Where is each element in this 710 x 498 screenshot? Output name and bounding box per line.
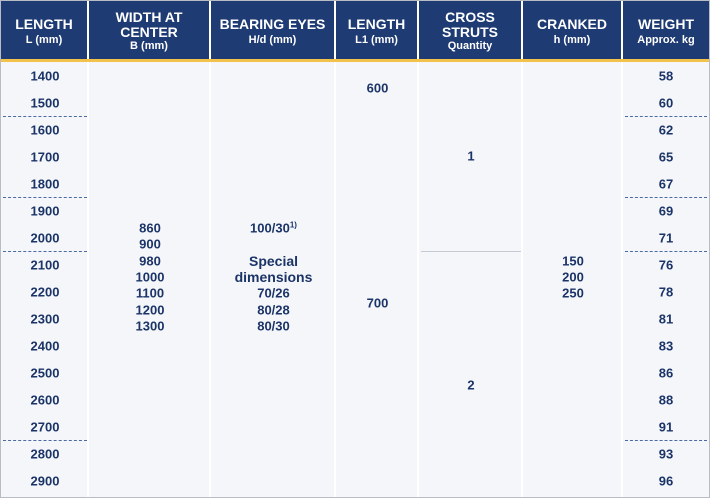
header-unit: H/d (mm)	[248, 34, 297, 46]
header-cell: LENGTH L (mm)	[1, 1, 87, 59]
length: 2100	[30, 257, 60, 272]
cross-struts: 1	[467, 148, 475, 164]
row-divider	[3, 440, 87, 441]
length: 1900	[30, 203, 60, 218]
bearing-value: 80/28	[257, 302, 290, 317]
column-bg	[211, 1, 334, 497]
cranked: 150	[562, 253, 584, 269]
bearing-special: Special	[248, 253, 299, 269]
header-title: LENGTH	[15, 16, 73, 32]
row-divider	[625, 197, 707, 198]
length: 1600	[30, 122, 60, 137]
weight: 88	[658, 392, 674, 407]
header-unit: L1 (mm)	[355, 34, 398, 46]
weight: 78	[658, 284, 674, 299]
header-unit: Quantity	[447, 40, 493, 52]
cross-struts: 2	[467, 377, 475, 393]
header-cell: LENGTH L1 (mm)	[336, 1, 417, 59]
width: 860	[139, 220, 161, 236]
header-unit: B (mm)	[130, 40, 168, 52]
l1-value: 700	[366, 295, 389, 311]
weight: 58	[658, 68, 674, 83]
length: 2600	[30, 392, 60, 407]
length: 1800	[30, 176, 60, 191]
width: 980	[139, 253, 161, 269]
bearing-value: 70/26	[257, 285, 290, 301]
width: 1000	[135, 269, 165, 285]
column-bg	[623, 1, 709, 497]
width: 1200	[135, 302, 165, 317]
weight: 83	[658, 338, 674, 353]
header-unit: h (mm)	[553, 34, 591, 46]
row-divider	[3, 197, 87, 198]
header-title: CROSS	[445, 9, 495, 25]
header-cell: CROSS STRUTS Quantity	[419, 1, 521, 59]
row-divider	[625, 251, 707, 252]
header-unit: Approx. kg	[637, 34, 695, 46]
length: 2700	[30, 419, 60, 434]
header-cell: BEARING EYES H/d (mm)	[211, 1, 334, 59]
weight: 67	[658, 176, 674, 191]
cranked: 200	[562, 269, 584, 285]
weight: 76	[658, 257, 674, 272]
row-divider	[3, 251, 87, 252]
header-title: CENTER	[120, 24, 178, 40]
row-divider	[3, 116, 87, 117]
header-cell: CRANKED h (mm)	[523, 1, 621, 59]
column-bg	[1, 1, 87, 497]
header-title: CRANKED	[537, 16, 607, 32]
column-bg	[523, 1, 621, 497]
length: 2200	[30, 284, 60, 299]
length: 1700	[30, 149, 60, 164]
header-title: BEARING EYES	[219, 16, 326, 32]
width: 1100	[135, 285, 165, 301]
length: 1500	[30, 95, 60, 110]
weight: 91	[658, 419, 674, 434]
width: 1300	[135, 318, 165, 334]
weight: 60	[658, 95, 674, 110]
weight: 93	[658, 446, 674, 461]
bearing-value: 80/30	[257, 318, 290, 334]
bearing-special: dimensions	[234, 269, 313, 285]
header-title: STRUTS	[442, 24, 498, 40]
header-cell: WIDTH AT CENTER B (mm)	[89, 1, 209, 59]
weight: 65	[658, 149, 674, 164]
row-divider	[625, 116, 707, 117]
weight: 62	[658, 122, 674, 137]
column-bg	[89, 1, 209, 497]
group-divider	[421, 251, 521, 252]
length: 2500	[30, 365, 60, 380]
bearing-value: 100/30	[250, 220, 290, 236]
weight: 71	[658, 230, 674, 245]
column-bg	[336, 1, 417, 497]
cranked: 250	[562, 285, 584, 301]
header-title: LENGTH	[347, 16, 406, 32]
length: 1400	[30, 68, 60, 83]
footnote: 1)	[289, 220, 297, 230]
weight: 81	[658, 311, 674, 326]
length: 2300	[30, 311, 60, 326]
weight: 86	[658, 365, 674, 380]
bearing-standard: 100/301)	[250, 220, 297, 235]
weight: 69	[658, 203, 674, 218]
length: 2000	[30, 230, 60, 245]
header-rule	[1, 59, 709, 62]
width: 900	[139, 236, 161, 252]
column-bg	[419, 1, 521, 497]
header-title: WIDTH AT	[115, 9, 183, 25]
header-unit: L (mm)	[25, 34, 63, 46]
header-title: WEIGHT	[638, 16, 694, 32]
length: 2400	[30, 338, 60, 353]
l1-value: 600	[366, 80, 389, 96]
length: 2900	[30, 473, 60, 488]
weight: 96	[658, 473, 674, 488]
row-divider	[625, 440, 707, 441]
length: 2800	[30, 446, 60, 461]
header-cell: WEIGHT Approx. kg	[623, 1, 709, 59]
